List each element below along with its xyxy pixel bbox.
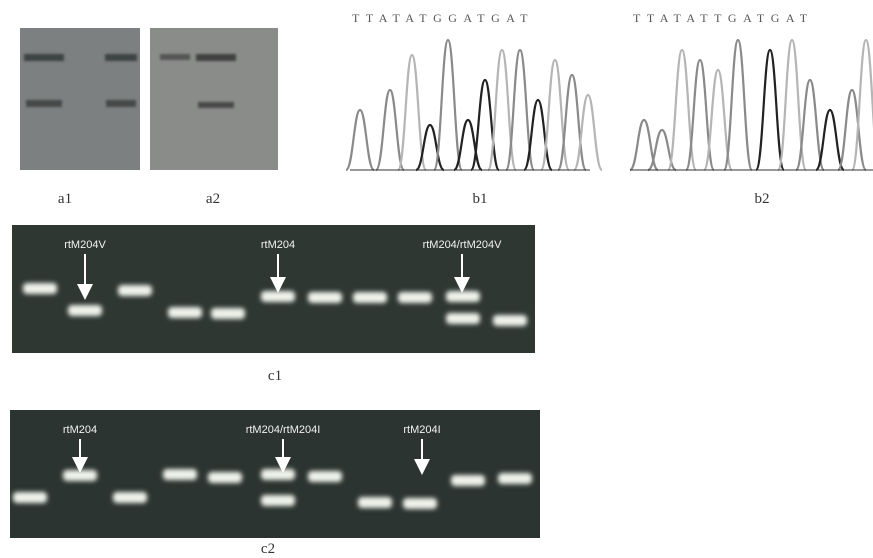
panel-label: a1 xyxy=(58,191,72,207)
panel-label: c1 xyxy=(268,368,282,384)
sequence: TTATATTGATGAT xyxy=(633,11,814,25)
band xyxy=(118,285,152,296)
band xyxy=(68,305,102,316)
sequence: TTATATGGATGAT xyxy=(352,11,534,25)
trace-peak xyxy=(816,110,844,170)
trace-peak xyxy=(756,50,784,170)
trace-peak xyxy=(488,50,516,170)
band xyxy=(13,492,47,503)
trace-peak xyxy=(668,50,696,170)
band xyxy=(261,469,295,480)
band xyxy=(446,291,480,302)
band xyxy=(358,497,392,508)
chromatogram-b2 xyxy=(630,40,873,170)
band xyxy=(168,307,202,318)
band xyxy=(308,471,342,482)
panel-label: a2 xyxy=(206,191,220,207)
band xyxy=(493,315,527,326)
band xyxy=(261,291,295,302)
panel-label: b1 xyxy=(473,191,488,207)
band xyxy=(163,469,197,480)
band xyxy=(498,473,532,484)
trace-peak xyxy=(346,110,374,170)
band xyxy=(403,498,437,509)
chromatogram-b1 xyxy=(346,40,602,170)
page: {"panels": { "a1": {"label": "a1"}, "a2"… xyxy=(0,0,873,558)
trace-peak xyxy=(376,90,404,170)
band xyxy=(353,292,387,303)
band xyxy=(63,470,97,481)
trace-peak xyxy=(541,60,569,170)
panel-label: c2 xyxy=(261,541,275,557)
annotation: rtM204I xyxy=(403,424,440,436)
band xyxy=(308,292,342,303)
annotation: rtM204/rtM204I xyxy=(246,424,321,436)
trace-peak xyxy=(838,90,866,170)
trace-peak xyxy=(724,40,752,170)
annotation: rtM204/rtM204V xyxy=(423,239,503,251)
band xyxy=(211,308,245,319)
annotation: rtM204 xyxy=(63,424,97,436)
band xyxy=(208,472,242,483)
annotation: rtM204 xyxy=(261,239,295,251)
band xyxy=(446,313,480,324)
panel-label: b2 xyxy=(755,191,770,207)
band xyxy=(23,283,57,294)
band xyxy=(113,492,147,503)
band xyxy=(398,292,432,303)
gel-a2 xyxy=(150,28,278,170)
annotation: rtM204V xyxy=(64,239,106,251)
band xyxy=(451,475,485,486)
gel-a1 xyxy=(20,28,140,170)
figure: a1 a2 TTATATGGATGAT TTATATTGATGAT b1 b2 … xyxy=(0,0,873,558)
trace-peak xyxy=(434,40,462,170)
band xyxy=(261,495,295,506)
trace-peak xyxy=(686,60,714,170)
